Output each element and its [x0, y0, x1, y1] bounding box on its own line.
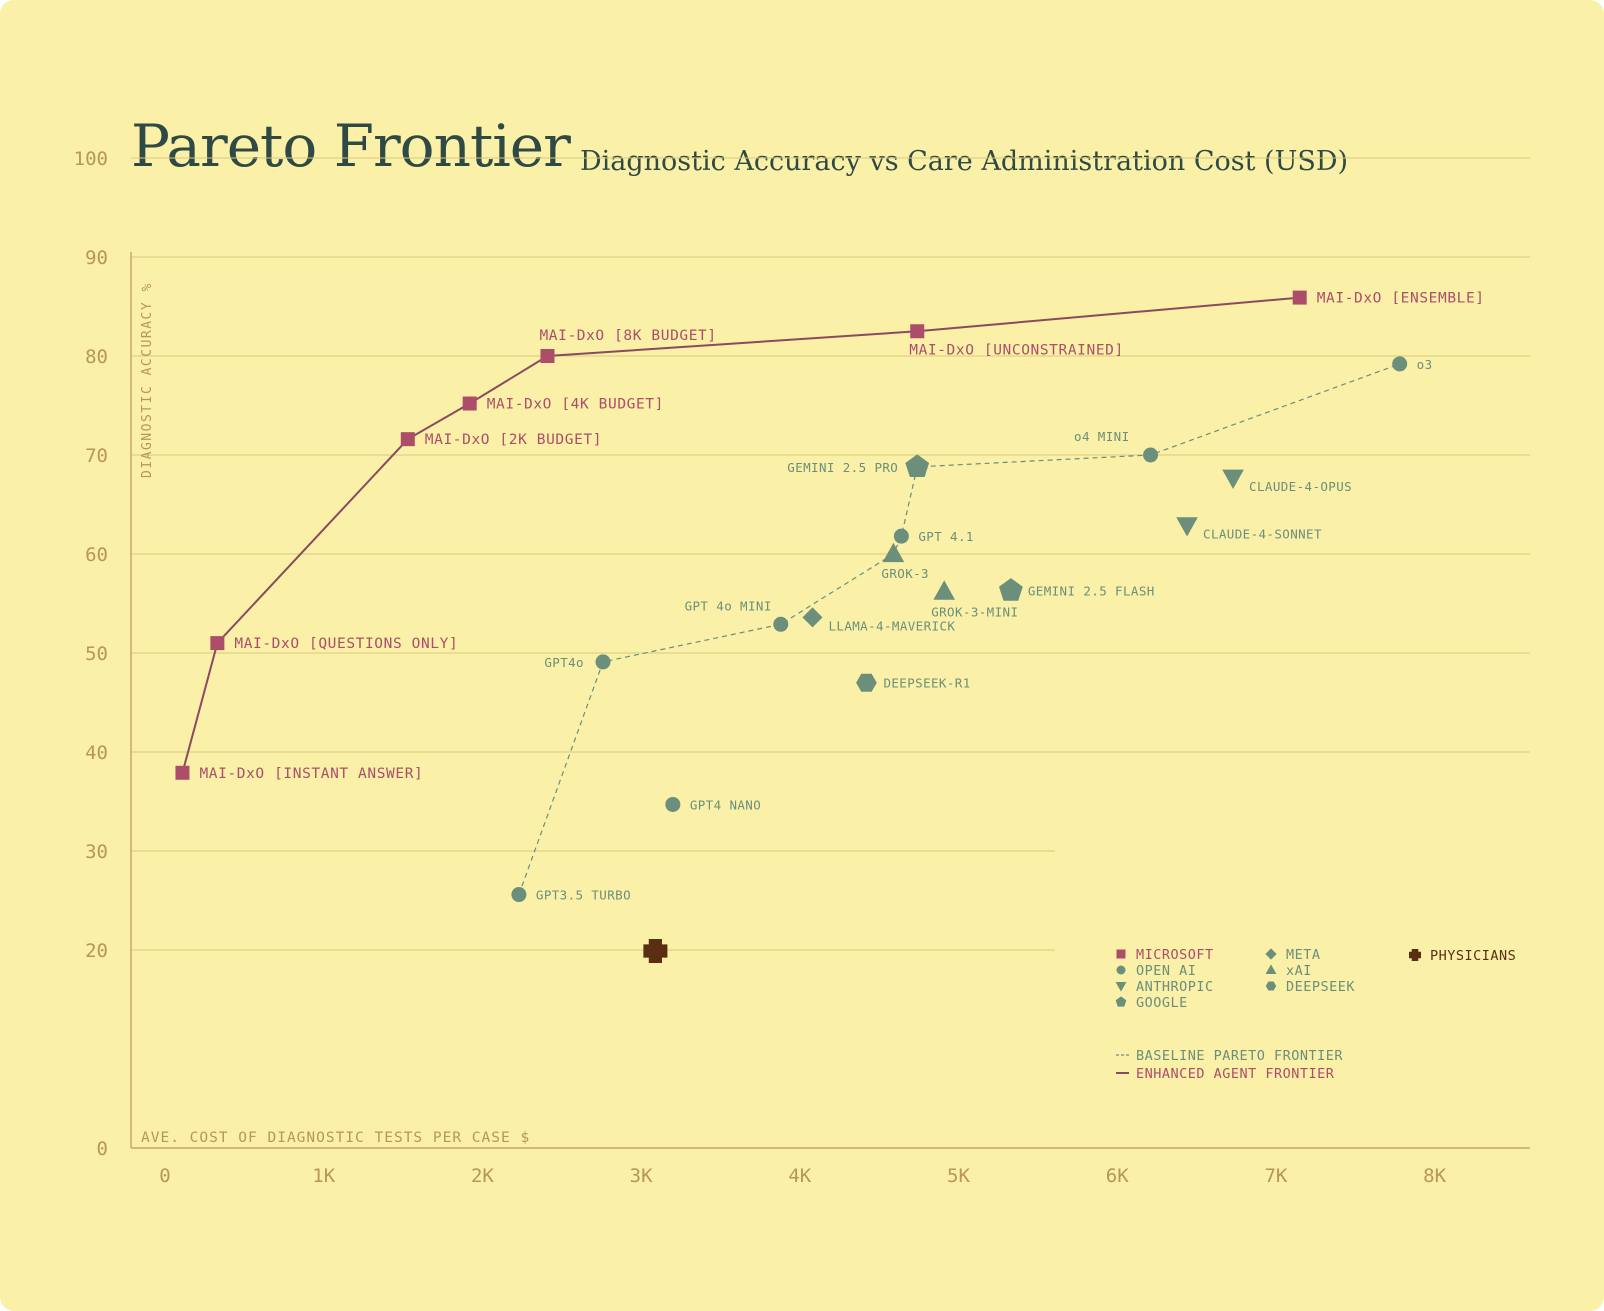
point-mai-dxo-2k-budget	[400, 432, 415, 447]
x-tick-label: 2K	[471, 1165, 494, 1187]
label-deepseek-r1: DEEPSEEK-R1	[883, 676, 970, 691]
point-o3	[1392, 356, 1408, 372]
point-o4-mini	[1143, 447, 1159, 463]
label-gemini-2-5-pro: GEMINI 2.5 PRO	[787, 460, 898, 475]
legend-label-open-ai: OPEN AI	[1136, 963, 1196, 979]
point-claude-4-sonnet	[1176, 517, 1198, 537]
point-gpt4-nano	[665, 796, 681, 812]
label-mai-dxo-instant-answer: MAI-DxO [INSTANT ANSWER]	[199, 766, 423, 782]
legend-marker-open-ai	[1116, 965, 1126, 975]
label-mai-dxo-2k-budget: MAI-DxO [2K BUDGET]	[425, 432, 602, 448]
label-gpt-4-1: GPT 4.1	[918, 529, 973, 544]
y-tick-label: 40	[85, 742, 108, 764]
label-gpt3-5-turbo: GPT3.5 TURBO	[536, 888, 631, 903]
legend-marker-deepseek	[1265, 981, 1277, 991]
y-tick-label: 50	[85, 643, 108, 665]
label-mai-dxo-4k-budget: MAI-DxO [4K BUDGET]	[487, 397, 664, 413]
legend-marker-xai	[1265, 964, 1277, 975]
legend-label-google: GOOGLE	[1136, 995, 1188, 1011]
gridlines	[131, 157, 1530, 951]
label-o4-mini: o4 MINI	[1074, 429, 1129, 444]
y-tick-label: 100	[74, 148, 108, 170]
legend-label-deepseek: DEEPSEEK	[1286, 979, 1355, 995]
legend-label-baseline-pareto-frontier: BASELINE PARETO FRONTIER	[1136, 1048, 1343, 1064]
legend-label-meta: META	[1286, 947, 1321, 963]
legend-marker-microsoft	[1116, 949, 1126, 959]
point-gpt-4-1	[893, 528, 909, 544]
legend-label-anthropic: ANTHROPIC	[1136, 979, 1214, 995]
point-mai-dxo-4k-budget	[462, 396, 477, 411]
chart-title: Pareto Frontier	[131, 112, 571, 180]
point-claude-4-opus	[1222, 469, 1244, 490]
point-llama-4-maverick	[802, 607, 823, 628]
chart-subtitle: Diagnostic Accuracy vs Care Administrati…	[580, 146, 1348, 177]
y-tick-label: 30	[85, 841, 108, 863]
data-points	[175, 290, 1408, 963]
frontier-lines	[181, 296, 1400, 895]
label-claude-4-opus: CLAUDE-4-OPUS	[1249, 479, 1352, 494]
series-line-enhanced-agent-frontier	[181, 296, 1300, 774]
label-llama-4-maverick: LLAMA-4-MAVERICK	[828, 618, 955, 633]
point-gemini-2-5-pro	[905, 454, 930, 477]
point-gpt4o	[595, 654, 611, 670]
point-physicians	[643, 938, 668, 963]
label-mai-dxo-unconstrained: MAI-DxO [UNCONSTRAINED]	[909, 342, 1124, 358]
legend-label-microsoft: MICROSOFT	[1136, 947, 1214, 963]
point-gpt3-5-turbo	[511, 887, 527, 903]
label-mai-dxo-8k-budget: MAI-DxO [8K BUDGET]	[539, 328, 716, 344]
x-tick-label: 0	[159, 1165, 170, 1187]
point-labels: MAI-DxO [INSTANT ANSWER] MAI-DxO [QUESTIO…	[199, 291, 1484, 903]
point-grok-3-mini	[933, 580, 956, 600]
series-line-baseline-pareto-frontier	[518, 363, 1400, 895]
label-claude-4-sonnet: CLAUDE-4-SONNET	[1203, 526, 1322, 541]
point-grok-3	[882, 542, 905, 563]
x-tick-label: 8K	[1423, 1165, 1446, 1187]
x-tick-label: 3K	[630, 1165, 653, 1187]
x-tick-label: 5K	[947, 1165, 970, 1187]
label-mai-dxo-questions-only: MAI-DxO [QUESTIONS ONLY]	[234, 636, 458, 652]
y-tick-label: 70	[85, 445, 108, 467]
label-mai-dxo-ensemble: MAI-DxO [ENSEMBLE]	[1317, 291, 1485, 307]
label-gpt4o: GPT4o	[544, 655, 584, 670]
point-mai-dxo-questions-only	[210, 636, 225, 651]
y-tick-label: 20	[85, 940, 108, 962]
point-mai-dxo-unconstrained	[910, 324, 925, 339]
y-tick-label: 60	[85, 544, 108, 566]
legend-label-xai: xAI	[1286, 963, 1312, 979]
point-gemini-2-5-flash	[999, 578, 1023, 601]
point-deepseek-r1	[856, 673, 877, 692]
x-tick-label: 6K	[1106, 1165, 1129, 1187]
label-gpt-4o-mini: GPT 4o MINI	[685, 598, 772, 613]
label-gpt4-nano: GPT4 NANO	[690, 797, 761, 812]
y-axis-label: DIAGNOSTIC ACCURACY %	[140, 282, 155, 478]
label-gemini-2-5-flash: GEMINI 2.5 FLASH	[1028, 584, 1155, 599]
y-tick-label: 90	[85, 247, 108, 269]
x-tick-label: 4K	[788, 1165, 811, 1187]
label-o3: o3	[1417, 357, 1433, 372]
x-axis-label: AVE. COST OF DIAGNOSTIC TESTS PER CASE $	[141, 1130, 530, 1146]
point-mai-dxo-8k-budget	[540, 349, 555, 363]
x-tick-label: 1K	[312, 1165, 335, 1187]
x-tick-label: 7K	[1264, 1165, 1287, 1187]
y-tick-label: 80	[85, 346, 108, 368]
legend-marker-anthropic	[1115, 981, 1127, 992]
label-grok-3-mini: GROK-3-MINI	[931, 605, 1018, 620]
axes	[130, 252, 1530, 1149]
legend-label-enhanced-agent-frontier: ENHANCED AGENT FRONTIER	[1136, 1066, 1335, 1082]
tick-labels: 0 20 30 40 50 60 70 80 90 100 0 1K 2K 3K 4K 5K 6K 7K 8K	[74, 148, 1447, 1187]
legend-marker-meta	[1265, 948, 1277, 960]
point-mai-dxo-ensemble	[1292, 290, 1307, 305]
legend-label-physicians: PHYSICIANS	[1430, 948, 1516, 964]
label-grok-3: GROK-3	[881, 566, 929, 581]
y-tick-label: 0	[97, 1138, 108, 1160]
point-mai-dxo-instant-answer	[175, 765, 190, 780]
legend-marker-google	[1115, 996, 1127, 1007]
legend-marker-physicians	[1409, 949, 1421, 961]
point-gpt-4o-mini	[773, 616, 789, 632]
